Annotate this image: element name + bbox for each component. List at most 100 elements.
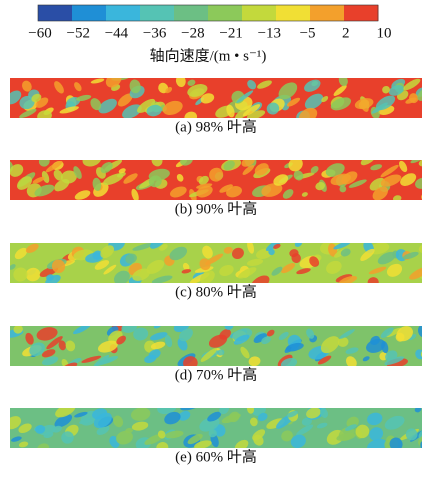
contour-blob bbox=[246, 408, 255, 414]
contour-blob bbox=[41, 170, 50, 184]
contour-blob bbox=[37, 443, 50, 448]
contour-blob bbox=[125, 427, 133, 434]
contour-blob bbox=[217, 349, 225, 356]
contour-blob bbox=[113, 270, 130, 283]
contour-blob bbox=[10, 264, 16, 270]
panel-caption: (b) 90% 叶高 bbox=[175, 200, 258, 217]
contour-strip bbox=[2, 408, 422, 448]
contour-blob bbox=[180, 408, 201, 411]
contour-blob bbox=[304, 93, 324, 110]
contour-blob bbox=[370, 164, 382, 171]
contour-blob bbox=[339, 329, 355, 339]
contour-blob bbox=[280, 357, 298, 366]
contour-blob bbox=[288, 160, 303, 172]
contour-blob bbox=[400, 173, 417, 186]
contour-strip bbox=[10, 78, 422, 118]
contour-blob bbox=[339, 185, 347, 193]
contour-blob bbox=[296, 268, 311, 275]
contour-blob bbox=[10, 90, 22, 105]
contour-blob bbox=[90, 78, 105, 84]
contour-blob bbox=[219, 264, 234, 277]
colorbar-frame bbox=[37, 4, 379, 22]
contour-blob bbox=[370, 335, 381, 346]
contour-blob bbox=[320, 408, 328, 418]
contour-blob bbox=[150, 341, 166, 350]
contour-blob bbox=[309, 256, 320, 267]
contour-blob bbox=[151, 275, 173, 283]
contour-blob bbox=[46, 336, 63, 350]
contour-blob bbox=[187, 79, 196, 86]
contour-blob bbox=[209, 167, 224, 182]
contour-blob bbox=[176, 173, 184, 182]
contour-blob bbox=[384, 415, 405, 430]
contour-field bbox=[10, 243, 422, 283]
contour-blob bbox=[415, 177, 422, 189]
contour-blob bbox=[157, 430, 166, 439]
contour-blob bbox=[165, 87, 173, 94]
contour-blob bbox=[76, 94, 92, 102]
colorbar-label: 轴向速度/(m • s⁻¹) bbox=[150, 47, 267, 64]
contour-blob bbox=[2, 413, 10, 422]
contour-blob bbox=[85, 252, 104, 263]
contour-blob bbox=[226, 104, 235, 118]
contour-blob bbox=[113, 415, 124, 428]
contour-blob bbox=[326, 260, 342, 274]
contour-blob bbox=[25, 332, 34, 345]
contour-blob bbox=[219, 184, 233, 193]
contour-blob bbox=[409, 267, 422, 280]
contour-blob bbox=[402, 251, 419, 260]
colorbar-swatch bbox=[344, 5, 379, 21]
colorbar-tick-label: −44 bbox=[105, 25, 129, 41]
contour-blob bbox=[253, 333, 268, 343]
contour-blob bbox=[200, 93, 215, 104]
colorbar-swatch bbox=[208, 5, 243, 21]
contour-blob bbox=[132, 243, 153, 251]
colorbar-swatch bbox=[38, 5, 73, 21]
contour-blob bbox=[137, 98, 156, 113]
contour-blob bbox=[285, 342, 304, 352]
contour-blob bbox=[61, 362, 78, 366]
contour-blob bbox=[22, 80, 32, 92]
contour-blob bbox=[345, 347, 359, 354]
contour-blob bbox=[60, 170, 77, 184]
colorbar-tick-label: −28 bbox=[181, 25, 204, 41]
contour-blob bbox=[286, 410, 298, 418]
contour-blob bbox=[10, 416, 22, 430]
contour-blob bbox=[129, 79, 141, 94]
contour-blob bbox=[100, 162, 113, 174]
contour-blob bbox=[151, 160, 163, 167]
contour-blob bbox=[266, 329, 275, 337]
contour-blob bbox=[130, 408, 151, 421]
contour-blob bbox=[372, 186, 388, 200]
contour-blob bbox=[377, 251, 396, 265]
contour-blob bbox=[14, 247, 28, 260]
contour-blob bbox=[310, 166, 319, 174]
contour-blob bbox=[330, 97, 352, 111]
contour-blob bbox=[278, 331, 289, 341]
panel-caption: (e) 60% 叶高 bbox=[175, 448, 257, 465]
contour-blob bbox=[198, 175, 209, 185]
contour-blob bbox=[335, 274, 353, 283]
contour-blob bbox=[93, 412, 112, 429]
contour-field bbox=[10, 78, 422, 118]
contour-blob bbox=[380, 327, 394, 338]
contour-blob bbox=[150, 243, 167, 249]
contour-blob bbox=[257, 412, 268, 422]
contour-blob bbox=[410, 160, 422, 164]
contour-blob bbox=[291, 253, 301, 264]
contour-blob bbox=[170, 186, 187, 198]
contour-blob bbox=[93, 355, 110, 366]
contour-blob bbox=[286, 97, 301, 107]
contour-blob bbox=[337, 337, 349, 347]
contour-blob bbox=[46, 274, 55, 281]
contour-blob bbox=[82, 160, 102, 167]
colorbar-tick-label: −13 bbox=[258, 25, 281, 41]
contour-blob bbox=[388, 85, 404, 96]
contour-blob bbox=[409, 93, 419, 104]
contour-blob bbox=[405, 428, 418, 441]
contour-blob bbox=[194, 440, 212, 448]
contour-blob bbox=[344, 424, 357, 431]
contour-blob bbox=[74, 82, 82, 92]
contour-blob bbox=[355, 424, 370, 439]
contour-blob bbox=[37, 110, 52, 118]
